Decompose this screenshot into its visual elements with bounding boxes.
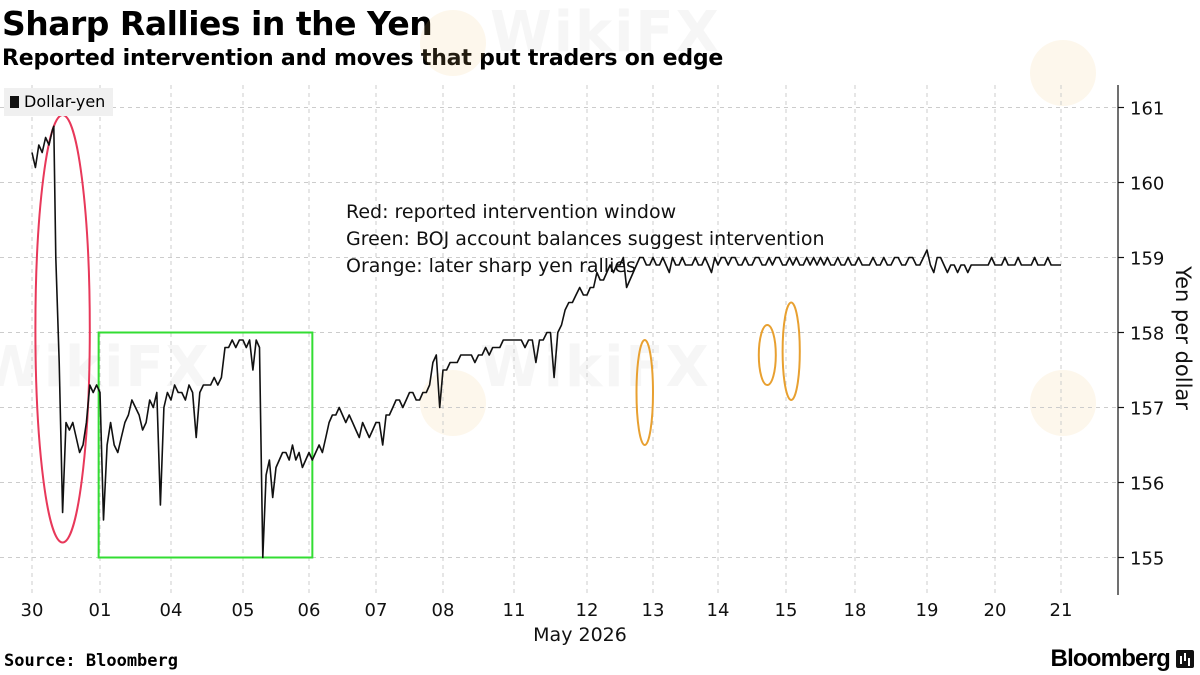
x-tick-label-8: 12: [576, 600, 599, 621]
y-axis: 155 156 157 158 159 160 161: [1117, 85, 1164, 595]
y-tick-label-6: 161: [1130, 99, 1164, 120]
x-tick-label-13: 19: [916, 600, 939, 621]
x-tick-label-11: 15: [775, 600, 798, 621]
chart-title: Sharp Rallies in the Yen: [2, 4, 433, 43]
y-tick-label-1: 156: [1130, 474, 1164, 495]
highlight-orange-ellipse-2: [635, 339, 654, 446]
x-tick-label-12: 18: [844, 600, 867, 621]
x-tick-label-9: 13: [642, 600, 665, 621]
x-axis-label: May 2026: [533, 624, 627, 646]
x-tick-label-7: 11: [503, 600, 526, 621]
highlight-orange-ellipse-4: [781, 301, 801, 401]
y-axis-label: Yen per dollar: [1171, 265, 1195, 410]
x-tick-label-4: 06: [298, 600, 321, 621]
annotation-line-red: Red: reported intervention window: [346, 201, 676, 223]
highlight-shapes: [34, 114, 801, 559]
x-tick-label-3: 05: [232, 600, 255, 621]
series-line-dollar-yen: [31, 125, 1061, 559]
x-tick-label-1: 01: [89, 600, 112, 621]
y-tick-label-5: 160: [1130, 174, 1164, 195]
y-tick-label-2: 157: [1130, 399, 1164, 420]
x-tick-label-15: 21: [1050, 600, 1073, 621]
x-axis: 30 01 04 05 06 07 08 11 12 13 14 15 18 19 20 21: [21, 600, 1073, 621]
brand-logo: Bloomberg: [1050, 645, 1171, 672]
annotation-line-orange: Orange: later sharp yen rallies: [346, 255, 636, 277]
x-tick-label-5: 07: [365, 600, 388, 621]
annotation-box: Red: reported intervention window Green:…: [346, 201, 825, 277]
series-group: [31, 125, 1061, 559]
chart-subtitle: Reported intervention and moves that put…: [2, 46, 724, 71]
y-tick-label-4: 159: [1130, 249, 1164, 270]
x-tick-label-2: 04: [160, 600, 183, 621]
legend-label: Dollar-yen: [24, 92, 106, 111]
grid-lines: [0, 85, 1118, 595]
highlight-orange-ellipse-3: [757, 324, 777, 386]
highlight-green-box-1: [97, 331, 314, 559]
x-tick-label-14: 20: [984, 600, 1007, 621]
bloomberg-mark-icon: [1176, 650, 1194, 668]
annotation-line-green: Green: BOJ account balances suggest inte…: [346, 228, 825, 250]
x-tick-label-10: 14: [707, 600, 730, 621]
x-tick-label-6: 08: [432, 600, 455, 621]
legend-swatch: [10, 95, 19, 108]
legend: Dollar-yen: [4, 88, 114, 116]
y-tick-label-0: 155: [1130, 549, 1164, 570]
source-note: Source: Bloomberg: [4, 651, 178, 671]
y-tick-label-3: 158: [1130, 324, 1164, 345]
x-tick-label-0: 30: [21, 600, 44, 621]
